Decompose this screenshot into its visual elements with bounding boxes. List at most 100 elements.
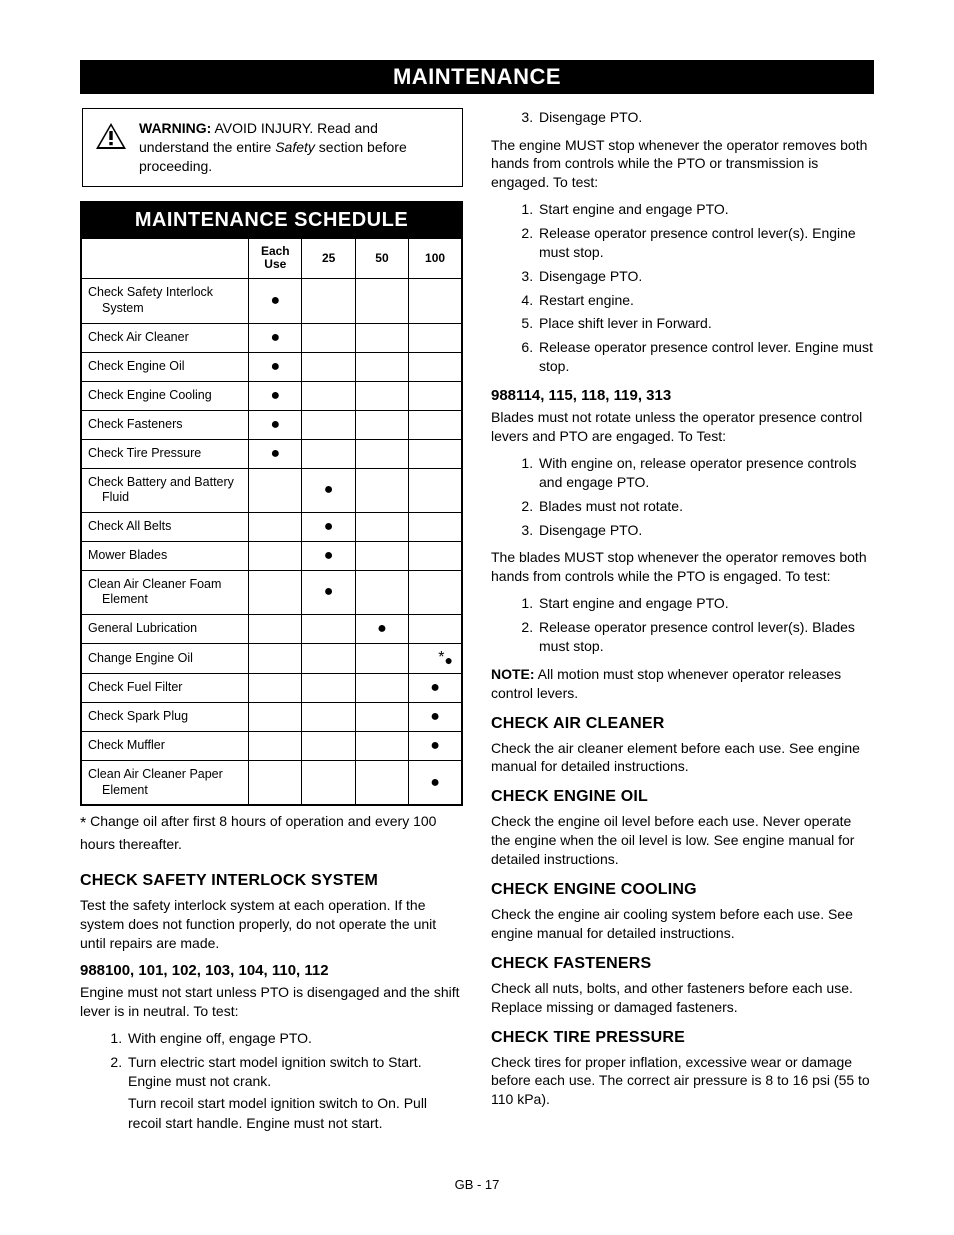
list-item: Disengage PTO. xyxy=(537,267,874,287)
heading-oil: CHECK ENGINE OIL xyxy=(491,788,874,806)
mark-cell xyxy=(249,615,302,644)
left-column: WARNING: AVOID INJURY. Read and understa… xyxy=(80,108,463,1141)
warning-box: WARNING: AVOID INJURY. Read and understa… xyxy=(82,108,463,187)
mark-cell xyxy=(355,644,408,674)
task-cell: Check Battery and BatteryFluid xyxy=(81,468,249,512)
task-cell: Check Spark Plug xyxy=(81,703,249,732)
list-item: Turn electric start model ignition switc… xyxy=(126,1053,463,1133)
mark-cell: ● xyxy=(409,674,462,703)
list-r4: Start engine and engage PTO. Release ope… xyxy=(491,594,874,657)
list-item-sub: Turn recoil start model ignition switch … xyxy=(128,1094,463,1133)
heading-interlock: CHECK SAFETY INTERLOCK SYSTEM xyxy=(80,872,463,890)
schedule-head-25: 25 xyxy=(302,238,355,279)
mark-cell xyxy=(409,512,462,541)
mark-cell xyxy=(409,352,462,381)
list-item: Restart engine. xyxy=(537,291,874,311)
task-cell: Check All Belts xyxy=(81,512,249,541)
task-cell: Clean Air Cleaner PaperElement xyxy=(81,761,249,806)
schedule-footnote: * Change oil after first 8 hours of oper… xyxy=(80,812,463,853)
schedule-head-50: 50 xyxy=(355,238,408,279)
mark-cell: ● xyxy=(249,279,302,323)
page-banner: MAINTENANCE xyxy=(80,60,874,94)
schedule-head-each: Each Use xyxy=(249,238,302,279)
table-row: Check Engine Oil● xyxy=(81,352,462,381)
mark-cell xyxy=(355,410,408,439)
right-column: Disengage PTO. The engine MUST stop when… xyxy=(491,108,874,1141)
mark-cell xyxy=(355,541,408,570)
para-air: Check the air cleaner element before eac… xyxy=(491,739,874,777)
mark-cell xyxy=(249,674,302,703)
mark-cell xyxy=(302,761,355,806)
warning-triangle-icon xyxy=(95,122,127,150)
mark-cell: ● xyxy=(355,615,408,644)
task-cell: Mower Blades xyxy=(81,541,249,570)
mark-cell xyxy=(302,352,355,381)
mark-cell xyxy=(302,439,355,468)
task-cell: Check Safety InterlockSystem xyxy=(81,279,249,323)
mark-cell xyxy=(249,468,302,512)
mark-cell xyxy=(249,761,302,806)
mark-cell xyxy=(355,279,408,323)
mark-cell xyxy=(302,615,355,644)
task-cell: Check Tire Pressure xyxy=(81,439,249,468)
task-cell: Check Muffler xyxy=(81,732,249,761)
mark-cell xyxy=(302,674,355,703)
para-fast: Check all nuts, bolts, and other fastene… xyxy=(491,979,874,1017)
warning-italic: Safety xyxy=(275,139,315,155)
note-label: NOTE: xyxy=(491,666,535,682)
table-row: Check Fasteners● xyxy=(81,410,462,439)
page-number: GB - 17 xyxy=(80,1177,874,1192)
mark-cell xyxy=(302,279,355,323)
mark-cell xyxy=(302,410,355,439)
list-item: With engine on, release operator presenc… xyxy=(537,454,874,493)
mark-cell xyxy=(409,323,462,352)
footnote-text: Change oil after first 8 hours of operat… xyxy=(80,813,436,852)
table-row: Check Battery and BatteryFluid● xyxy=(81,468,462,512)
table-row: Clean Air Cleaner FoamElement● xyxy=(81,570,462,614)
warning-text: WARNING: AVOID INJURY. Read and understa… xyxy=(139,119,450,176)
mark-cell: ● xyxy=(409,732,462,761)
two-column-layout: WARNING: AVOID INJURY. Read and understa… xyxy=(80,108,874,1141)
table-row: Check Safety InterlockSystem● xyxy=(81,279,462,323)
list-models1: With engine off, engage PTO. Turn electr… xyxy=(80,1029,463,1133)
mark-cell xyxy=(355,323,408,352)
mark-cell: ● xyxy=(249,352,302,381)
mark-cell xyxy=(249,644,302,674)
para-note: NOTE: All motion must stop whenever oper… xyxy=(491,665,874,703)
subhead-models2: 988114, 115, 118, 119, 313 xyxy=(491,387,874,404)
mark-cell xyxy=(409,468,462,512)
mark-cell xyxy=(355,761,408,806)
mark-cell xyxy=(249,703,302,732)
mark-cell xyxy=(302,323,355,352)
mark-cell xyxy=(355,732,408,761)
task-cell: Clean Air Cleaner FoamElement xyxy=(81,570,249,614)
table-row: Check Tire Pressure● xyxy=(81,439,462,468)
table-row: Clean Air Cleaner PaperElement● xyxy=(81,761,462,806)
list-item: Disengage PTO. xyxy=(537,108,874,128)
table-row: Change Engine Oil*● xyxy=(81,644,462,674)
subhead-models1: 988100, 101, 102, 103, 104, 110, 112 xyxy=(80,962,463,979)
list-item: Release operator presence control lever(… xyxy=(537,618,874,657)
mark-cell xyxy=(409,410,462,439)
heading-tire: CHECK TIRE PRESSURE xyxy=(491,1029,874,1047)
mark-cell xyxy=(249,570,302,614)
mark-cell: *● xyxy=(409,644,462,674)
para-r1: The engine MUST stop whenever the operat… xyxy=(491,136,874,193)
mark-cell xyxy=(355,512,408,541)
mark-cell xyxy=(302,703,355,732)
list-r2: Start engine and engage PTO. Release ope… xyxy=(491,200,874,377)
para-models2: Blades must not rotate unless the operat… xyxy=(491,408,874,446)
schedule-head-blank xyxy=(81,238,249,279)
mark-cell xyxy=(249,541,302,570)
mark-cell xyxy=(302,732,355,761)
mark-cell xyxy=(355,674,408,703)
heading-air: CHECK AIR CLEANER xyxy=(491,715,874,733)
note-text: All motion must stop whenever operator r… xyxy=(491,666,841,701)
mark-cell xyxy=(302,644,355,674)
schedule-head-100: 100 xyxy=(409,238,462,279)
list-item: Release operator presence control lever(… xyxy=(537,224,874,263)
mark-cell xyxy=(355,381,408,410)
task-cell: Check Fuel Filter xyxy=(81,674,249,703)
para-interlock: Test the safety interlock system at each… xyxy=(80,896,463,953)
heading-cool: CHECK ENGINE COOLING xyxy=(491,881,874,899)
